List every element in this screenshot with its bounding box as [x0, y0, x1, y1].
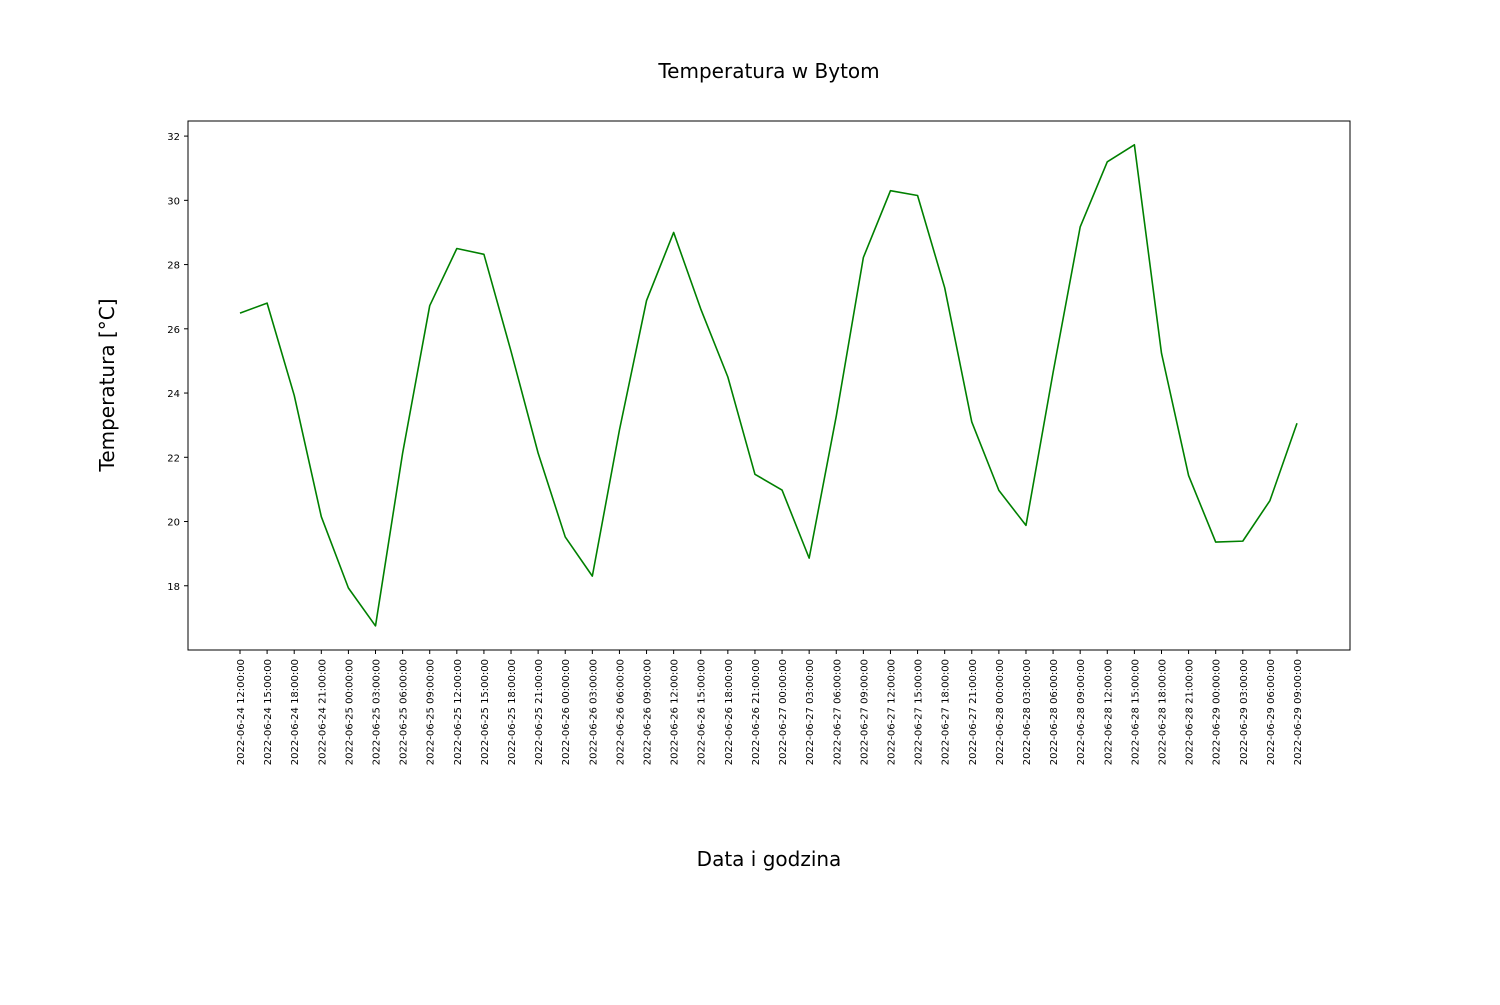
x-tick-label: 2022-06-27 09:00:00: [859, 659, 870, 765]
x-tick-label: 2022-06-27 03:00:00: [805, 659, 816, 765]
x-tick-label: 2022-06-26 06:00:00: [615, 659, 626, 765]
y-tick-label: 32: [167, 132, 180, 143]
x-tick-label: 2022-06-25 12:00:00: [453, 659, 464, 765]
x-tick-label: 2022-06-27 12:00:00: [886, 659, 897, 765]
y-tick-label: 22: [167, 453, 180, 464]
y-axis: 18 20 22 24 26 28 30 32: [167, 132, 188, 593]
x-tick-label: 2022-06-29 00:00:00: [1212, 659, 1223, 765]
x-tick-label: 2022-06-25 00:00:00: [344, 659, 355, 765]
x-tick-label: 2022-06-26 03:00:00: [588, 659, 599, 765]
x-axis: 2022-06-24 12:00:00 2022-06-24 15:00:00 20…: [236, 650, 1304, 765]
x-tick-label: 2022-06-27 00:00:00: [778, 659, 789, 765]
x-tick-label: 2022-06-24 12:00:00: [236, 659, 247, 765]
x-tick-label: 2022-06-25 09:00:00: [426, 659, 437, 765]
x-tick-label: 2022-06-24 21:00:00: [317, 659, 328, 765]
x-tick-label: 2022-06-26 15:00:00: [697, 659, 708, 765]
x-tick-label: 2022-06-26 12:00:00: [670, 659, 681, 765]
x-tick-label: 2022-06-29 03:00:00: [1239, 659, 1250, 765]
x-tick-label: 2022-06-28 09:00:00: [1076, 659, 1087, 765]
x-tick-label: 2022-06-25 15:00:00: [480, 659, 491, 765]
x-tick-label: 2022-06-24 18:00:00: [290, 659, 301, 765]
x-tick-label: 2022-06-27 06:00:00: [832, 659, 843, 765]
x-tick-label: 2022-06-28 03:00:00: [1022, 659, 1033, 765]
x-tick-label: 2022-06-29 09:00:00: [1293, 659, 1304, 765]
temperature-line: [239, 143, 1298, 627]
x-tick-label: 2022-06-28 18:00:00: [1157, 659, 1168, 765]
x-tick-label: 2022-06-26 21:00:00: [751, 659, 762, 765]
x-tick-label: 2022-06-26 18:00:00: [724, 659, 735, 765]
y-tick-label: 30: [167, 196, 180, 207]
y-tick-label: 24: [167, 389, 180, 400]
x-tick-label: 2022-06-25 21:00:00: [534, 659, 545, 765]
x-tick-label: 2022-06-26 00:00:00: [561, 659, 572, 765]
x-tick-label: 2022-06-25 18:00:00: [507, 659, 518, 765]
y-tick-label: 26: [167, 325, 180, 336]
plot-area: [187, 120, 1351, 651]
x-tick-label: 2022-06-29 06:00:00: [1266, 659, 1277, 765]
y-tick-label: 28: [167, 261, 180, 272]
y-axis-label: Temperatura [°C]: [95, 298, 119, 472]
x-tick-label: 2022-06-27 15:00:00: [914, 659, 925, 765]
y-tick-label: 18: [167, 582, 180, 593]
x-axis-label: Data i godzina: [697, 847, 842, 871]
x-tick-label: 2022-06-28 21:00:00: [1185, 659, 1196, 765]
chart-title: Temperatura w Bytom: [657, 59, 879, 83]
x-tick-label: 2022-06-24 15:00:00: [263, 659, 274, 765]
x-tick-label: 2022-06-27 18:00:00: [941, 659, 952, 765]
x-tick-label: 2022-06-25 06:00:00: [399, 659, 410, 765]
x-tick-label: 2022-06-27 21:00:00: [968, 659, 979, 765]
x-tick-label: 2022-06-28 15:00:00: [1130, 659, 1141, 765]
y-tick-label: 20: [167, 518, 180, 529]
x-tick-label: 2022-06-28 00:00:00: [995, 659, 1006, 765]
x-tick-label: 2022-06-28 12:00:00: [1103, 659, 1114, 765]
x-tick-label: 2022-06-28 06:00:00: [1049, 659, 1060, 765]
x-tick-label: 2022-06-26 09:00:00: [643, 659, 654, 765]
x-tick-label: 2022-06-25 03:00:00: [372, 659, 383, 765]
